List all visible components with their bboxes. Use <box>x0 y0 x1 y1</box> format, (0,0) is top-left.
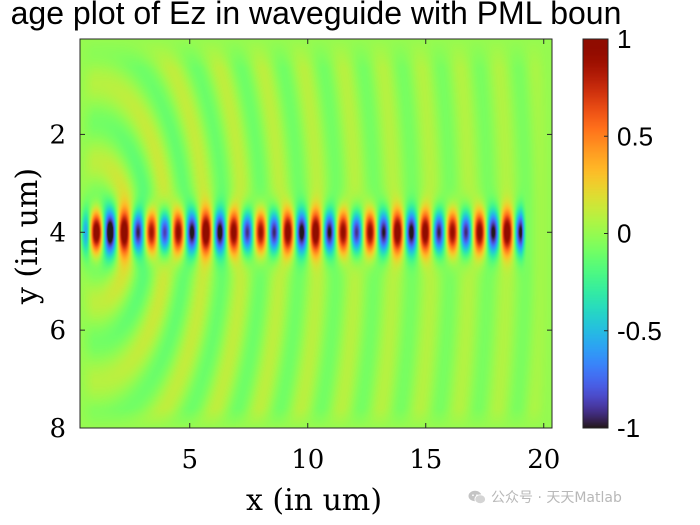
watermark-text: 公众号 · 天天Matlab <box>491 490 622 506</box>
x-tick-label: 10 <box>291 445 324 475</box>
colorbar-tick-label: 1 <box>617 24 631 54</box>
y-axis: 2 4 6 8 <box>49 120 552 444</box>
x-tick-label: 5 <box>181 445 198 475</box>
axes-box <box>79 38 553 429</box>
y-tick-label: 4 <box>49 218 66 248</box>
colorbar-tick-label: 0.5 <box>617 121 653 151</box>
colorbar-gradient <box>583 39 608 428</box>
colorbar-tick-label: -1 <box>617 413 640 443</box>
x-axis-label: x (in um) <box>246 483 382 518</box>
wechat-icon <box>468 490 486 505</box>
watermark: 公众号 · 天天Matlab <box>468 485 622 509</box>
colorbar-tick-label: -0.5 <box>617 316 662 346</box>
plot-area: 5 10 15 20 2 4 6 8 <box>49 38 560 475</box>
colorbar-tick-label: 0 <box>617 219 631 249</box>
chart-title: age plot of Ez in waveguide with PML bou… <box>11 0 622 31</box>
y-tick-label: 8 <box>49 414 66 444</box>
ez-field-heatmap <box>80 39 552 428</box>
x-axis: 5 10 15 20 <box>181 39 560 475</box>
x-tick-label: 15 <box>409 445 442 475</box>
y-tick-label: 6 <box>49 316 66 346</box>
y-axis-label: y (in um) <box>10 168 45 305</box>
x-tick-label: 20 <box>527 445 560 475</box>
colorbar: 1 0.5 0 -0.5 -1 <box>582 24 662 443</box>
y-tick-label: 2 <box>49 120 66 150</box>
